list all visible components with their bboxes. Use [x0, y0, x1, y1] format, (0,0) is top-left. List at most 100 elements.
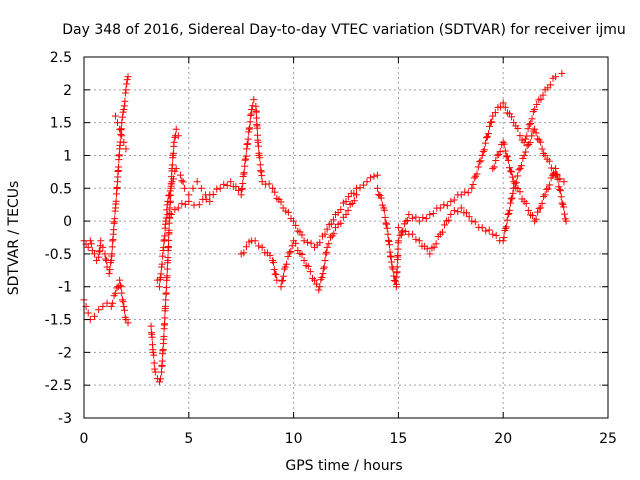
data-point-interp: [121, 306, 129, 314]
data-point-interp: [383, 220, 391, 228]
data-point-interp: [477, 157, 485, 165]
data-point-interp: [443, 202, 451, 210]
data-point: [394, 224, 402, 232]
data-point: [315, 286, 323, 294]
data-points: [80, 69, 570, 386]
data-point: [510, 178, 518, 186]
y-tick-label: 0: [63, 214, 72, 230]
data-point-interp: [277, 198, 285, 206]
data-point: [107, 302, 115, 310]
data-point: [531, 106, 539, 114]
data-point-interp: [502, 152, 510, 160]
data-point-interp: [337, 206, 345, 214]
data-point-interp: [394, 252, 402, 260]
data-point-interp: [500, 140, 508, 148]
data-point: [415, 237, 423, 245]
data-point: [97, 237, 105, 245]
data-point-interp: [321, 256, 329, 264]
data-point-interp: [119, 298, 127, 306]
y-tick-label: -3: [58, 411, 72, 427]
data-point: [300, 256, 308, 264]
data-point: [426, 250, 434, 258]
data-point-interp: [479, 147, 487, 155]
data-point-interp: [116, 281, 124, 289]
data-point: [111, 112, 119, 120]
data-point-interp: [516, 132, 524, 140]
data-point-interp: [298, 231, 306, 239]
data-point-interp: [270, 266, 278, 274]
data-point-interp: [171, 133, 179, 141]
data-point-interp: [178, 200, 186, 208]
data-point: [541, 151, 549, 159]
data-point: [277, 283, 285, 291]
data-point-interp: [389, 265, 397, 273]
data-point: [99, 302, 107, 310]
data-point-interp: [514, 125, 522, 133]
data-point: [323, 243, 331, 251]
data-point: [311, 276, 319, 284]
data-point: [86, 237, 94, 245]
data-point: [111, 289, 119, 297]
data-point-interp: [157, 274, 165, 282]
y-tick-label: 1: [63, 148, 72, 164]
data-point-interp: [253, 124, 261, 132]
data-point: [124, 319, 132, 327]
data-point: [468, 217, 476, 225]
data-point-interp: [558, 199, 566, 207]
data-point: [90, 312, 98, 320]
data-point: [373, 184, 381, 192]
data-point-interp: [213, 185, 221, 193]
data-point-interp: [502, 223, 510, 231]
data-point-interp: [108, 243, 116, 251]
data-point-interp: [121, 89, 129, 97]
data-point-interp: [485, 226, 493, 234]
data-point-interp: [515, 166, 523, 174]
data-point-interp: [239, 180, 247, 188]
data-point: [155, 378, 163, 386]
data-point-interp: [241, 162, 249, 170]
data-point-interp: [385, 237, 393, 245]
data-point-interp: [474, 163, 482, 171]
data-point-interp: [423, 245, 431, 253]
data-point: [558, 69, 566, 77]
data-point: [520, 138, 528, 146]
data-point-interp: [209, 191, 217, 199]
data-point-interp: [412, 235, 420, 243]
data-point-interp: [508, 168, 516, 176]
data-point-interp: [102, 255, 110, 263]
data-point-interp: [118, 289, 126, 297]
data-point-interp: [380, 206, 388, 214]
data-point-interp: [246, 118, 254, 126]
data-point: [160, 243, 168, 251]
data-point-interp: [553, 171, 561, 179]
data-point: [105, 270, 113, 278]
data-point-interp: [505, 164, 513, 172]
data-point-interp: [482, 134, 490, 142]
data-point: [273, 276, 281, 284]
data-point-interp: [492, 231, 500, 239]
data-point-interp: [378, 201, 386, 209]
data-point-interp: [480, 146, 488, 154]
data-point-interp: [537, 204, 545, 212]
data-point: [116, 276, 124, 284]
data-point-interp: [265, 180, 273, 188]
data-point-interp: [251, 237, 259, 245]
data-point-interp: [502, 224, 510, 232]
data-point-interp: [471, 218, 479, 226]
data-point-interp: [220, 180, 228, 188]
y-tick-label: 2.5: [50, 50, 72, 66]
data-point-interp: [283, 260, 291, 268]
data-point-interp: [441, 221, 449, 229]
data-point-interp: [473, 170, 481, 178]
data-point-interp: [318, 273, 326, 281]
x-tick-label: 25: [599, 431, 617, 447]
data-point-interp: [476, 158, 484, 166]
data-point-interp: [526, 139, 534, 147]
data-point-interp: [528, 115, 536, 123]
data-point-interp: [168, 161, 176, 169]
data-point-interp: [440, 201, 448, 209]
data-point-interp: [278, 277, 286, 285]
data-point-interp: [508, 113, 516, 121]
data-point-interp: [470, 174, 478, 182]
y-tick-label: -0.5: [45, 247, 72, 263]
